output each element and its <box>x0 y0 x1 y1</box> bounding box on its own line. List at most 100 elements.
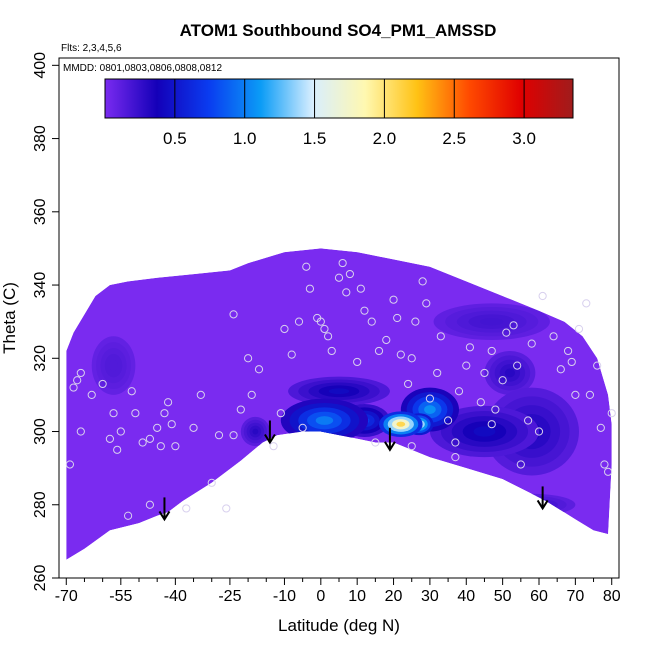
sample-point <box>396 350 405 359</box>
sample-point <box>454 387 464 396</box>
sample-point <box>127 387 136 396</box>
field-patch <box>480 318 504 326</box>
field-patch <box>523 502 541 507</box>
sample-point <box>254 365 264 374</box>
sample-point <box>476 398 485 407</box>
y-tick-label: 320 <box>32 345 49 372</box>
field-patch <box>473 426 496 437</box>
sample-point <box>167 420 176 429</box>
concentration-field <box>66 248 612 560</box>
sample-point <box>327 346 336 356</box>
sample-point <box>480 368 489 378</box>
sample-point <box>247 390 256 400</box>
x-axis: -70 -55 -40 -25 -10 0 10 20 30 40 50 60 70 80 <box>55 578 621 605</box>
sample-point <box>160 409 169 418</box>
sample-point <box>73 376 82 385</box>
field-patch <box>252 428 259 435</box>
sample-point <box>411 317 420 326</box>
sample-point <box>276 409 285 418</box>
y-tick-label: 300 <box>32 418 49 445</box>
sample-point <box>462 361 471 370</box>
sample-point <box>320 324 329 334</box>
sample-point <box>156 442 165 451</box>
sample-point <box>229 431 238 440</box>
sample-point <box>527 339 536 348</box>
field-patch <box>396 421 406 427</box>
sample-point <box>280 324 289 334</box>
sample-point <box>109 409 118 418</box>
sample-point <box>451 453 460 462</box>
field-patch <box>504 368 515 378</box>
colorbar: 0.5 1.0 1.5 2.0 2.5 3.0 <box>104 78 574 148</box>
sample-point <box>163 398 173 407</box>
sample-point <box>491 405 500 414</box>
flights-label: Flts: 2,3,4,5,6 <box>61 43 122 54</box>
colorbar-bar <box>104 78 574 119</box>
y-tick-label: 280 <box>32 491 49 518</box>
sample-point <box>534 427 544 436</box>
sample-point <box>243 354 253 363</box>
sample-point <box>374 346 384 356</box>
x-tick-label: 10 <box>348 588 366 605</box>
sample-points <box>65 258 616 520</box>
sample-point <box>229 310 238 319</box>
sample-point <box>105 434 115 443</box>
sample-point <box>145 500 155 509</box>
sample-point <box>76 368 85 378</box>
sample-point <box>403 379 413 389</box>
sample-point <box>582 299 591 308</box>
sample-point <box>316 317 325 326</box>
sample-point <box>571 390 580 400</box>
sample-point <box>222 504 231 513</box>
x-tick-label: 30 <box>421 588 439 605</box>
sample-point <box>596 423 605 432</box>
field-patch <box>416 479 458 494</box>
x-tick-label: -70 <box>55 588 78 605</box>
sample-point <box>593 361 602 370</box>
sample-point <box>342 288 351 297</box>
x-tick-label: 60 <box>530 588 548 605</box>
sample-point <box>513 361 522 370</box>
sample-point <box>189 423 198 432</box>
sample-point <box>182 504 191 513</box>
x-tick-label: 0 <box>316 588 325 605</box>
y-axis-label: Theta (C) <box>0 282 19 354</box>
sample-point <box>567 357 576 367</box>
sample-point <box>345 269 355 279</box>
sample-point <box>214 431 224 440</box>
sample-point <box>76 427 85 436</box>
sample-point <box>433 368 442 378</box>
sample-point <box>603 467 613 476</box>
sample-point <box>334 273 344 282</box>
sample-point <box>393 313 402 323</box>
sample-point <box>585 390 595 400</box>
colorbar-tick-label: 2.5 <box>442 129 466 148</box>
colorbar-tick-label: 0.5 <box>163 129 187 148</box>
sample-point <box>87 390 96 400</box>
sample-point <box>516 460 525 469</box>
sample-point <box>113 445 122 454</box>
sample-point <box>436 332 445 341</box>
sample-point <box>65 460 75 469</box>
sample-point <box>353 357 362 367</box>
colorbar-tick-label: 2.0 <box>373 129 397 148</box>
sample-point <box>443 416 453 425</box>
sample-point <box>123 511 133 520</box>
field-patch <box>406 475 468 498</box>
x-tick-label: -25 <box>218 588 241 605</box>
colorbar-tick-label: 3.0 <box>512 129 536 148</box>
sample-point <box>563 346 573 356</box>
sample-point <box>367 317 376 326</box>
sample-point <box>502 328 511 337</box>
dates-label: MMDD: 0801,0803,0806,0808,0812 <box>63 63 222 74</box>
sample-point <box>607 409 616 418</box>
sample-point <box>451 438 460 447</box>
field-patch <box>315 416 334 425</box>
x-tick-label: 40 <box>457 588 475 605</box>
colorbar-tick-label: 1.5 <box>303 129 327 148</box>
sample-point <box>305 284 315 293</box>
sample-point <box>138 438 147 447</box>
sample-point <box>98 379 107 389</box>
sample-point <box>425 394 435 403</box>
sample-point <box>287 350 296 359</box>
